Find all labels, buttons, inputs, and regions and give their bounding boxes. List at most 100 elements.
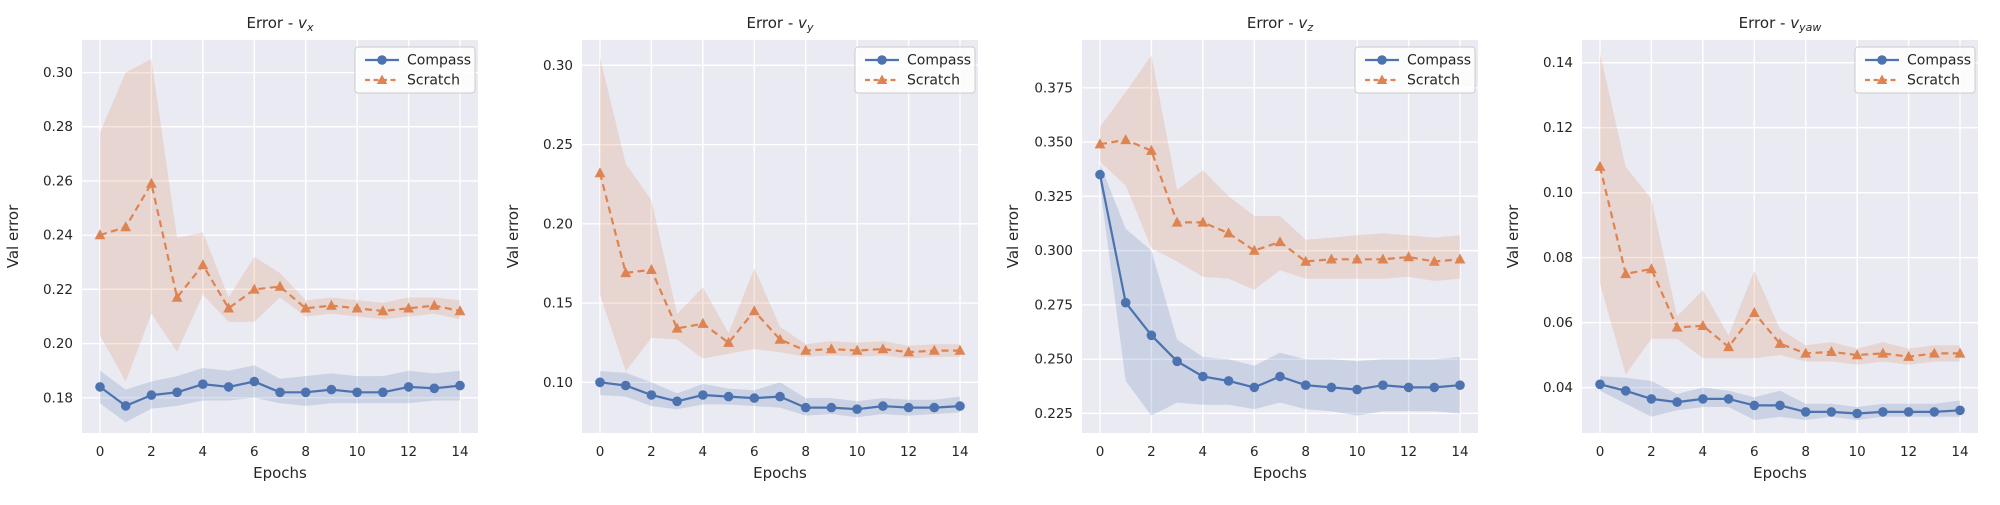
compass-marker-icon — [878, 401, 888, 411]
x-tick-label: 6 — [1750, 444, 1759, 460]
scratch-marker-icon — [274, 280, 286, 291]
scratch-marker-icon — [1146, 144, 1157, 155]
scratch-marker-icon — [1223, 227, 1234, 238]
x-tick-label: 12 — [1400, 444, 1417, 460]
compass-marker-icon — [646, 390, 657, 400]
compass-marker-icon — [1198, 371, 1208, 382]
scratch-marker-icon — [671, 322, 683, 333]
plot-area — [1582, 40, 1978, 433]
compass-marker-icon — [172, 387, 182, 398]
scratch-marker-icon — [1197, 216, 1209, 227]
x-tick-label: 12 — [900, 444, 917, 460]
x-tick-label: 0 — [596, 444, 605, 460]
scratch-line — [598, 172, 960, 354]
y-tick-label: 0.25 — [543, 137, 573, 153]
scratch-marker-icon — [1877, 347, 1889, 358]
x-tick-label: 4 — [1699, 444, 1708, 460]
compass-marker-icon — [1378, 380, 1388, 391]
scratch-marker-icon — [377, 305, 389, 316]
x-tick-label: 10 — [849, 444, 866, 460]
scratch-markers — [1094, 134, 1466, 266]
x-tick-label: 0 — [96, 444, 105, 460]
x-tick-label: 8 — [1301, 444, 1310, 460]
x-axis-label: Epochs — [253, 464, 307, 482]
scratch-marker-icon — [94, 229, 106, 240]
x-tick-label: 10 — [1849, 444, 1866, 460]
scratch-marker-icon — [646, 264, 657, 274]
compass-marker-icon — [595, 377, 605, 388]
scratch-marker-icon — [1826, 346, 1837, 356]
compass-marker-icon — [1929, 407, 1940, 417]
plot-area — [582, 40, 978, 433]
scratch-marker-icon — [223, 302, 234, 313]
x-tick-label: 4 — [199, 444, 208, 460]
compass-marker-icon — [95, 382, 105, 392]
compass-marker-icon — [903, 402, 914, 413]
scratch-markers — [94, 177, 466, 316]
scratch-marker-icon — [120, 221, 132, 232]
scratch-marker-icon — [1120, 134, 1132, 145]
compass-marker-icon — [1249, 382, 1260, 393]
scratch-marker-icon — [903, 346, 914, 357]
compass-marker-icon — [1955, 405, 1965, 416]
scratch-marker-icon — [1800, 347, 1812, 358]
grid — [582, 40, 978, 433]
scratch-line — [99, 182, 461, 313]
scratch-marker-icon — [300, 302, 312, 313]
x-tick-label: 6 — [250, 444, 259, 460]
compass-marker-icon — [1749, 400, 1760, 411]
scratch-band — [1600, 53, 1960, 375]
scratch-marker-icon — [171, 291, 183, 302]
scratch-marker-icon — [1326, 253, 1337, 264]
x-tick-label: 14 — [1451, 444, 1468, 460]
legend-compass-marker-icon — [1877, 55, 1887, 65]
y-tick-label: 0.10 — [543, 375, 573, 391]
scratch-marker-icon — [1594, 160, 1606, 171]
x-axis-label: Epochs — [1253, 464, 1307, 482]
scratch-marker-icon — [826, 343, 837, 354]
y-tick-label: 0.12 — [1543, 120, 1573, 136]
x-tick-label: 8 — [301, 444, 310, 460]
y-axis-label: Val error — [1004, 204, 1022, 268]
compass-marker-icon — [929, 402, 940, 413]
compass-marker-icon — [1800, 407, 1811, 417]
y-axis-label: Val error — [504, 204, 522, 268]
x-tick-label: 6 — [1250, 444, 1259, 460]
legend-scratch-marker-icon — [1876, 74, 1888, 84]
compass-marker-icon — [1095, 169, 1105, 180]
scratch-marker-icon — [594, 167, 606, 178]
compass-marker-icon — [1698, 394, 1708, 404]
chart-title: Error - vz — [1247, 14, 1313, 34]
chart-title: Error - vyaw — [1739, 14, 1822, 34]
y-axis-label: Val error — [1504, 204, 1522, 268]
scratch-band — [600, 57, 960, 372]
legend-compass-label: Compass — [1407, 53, 1471, 69]
chart-svg: Error - vyaw 0.04 0.06 0.08 0.10 0.12 0.14 0 2 4 6… — [1504, 14, 1978, 482]
legend: Compass Scratch — [854, 46, 976, 94]
x-axis-label: Epochs — [1753, 464, 1807, 482]
legend-compass-marker-icon — [377, 55, 387, 65]
compass-marker-icon — [749, 393, 760, 403]
legend-scratch-label: Scratch — [407, 73, 460, 89]
x-tick-label: 6 — [750, 444, 759, 460]
compass-band — [1600, 376, 1960, 420]
compass-marker-icon — [1852, 408, 1862, 419]
legend: Compass Scratch — [1354, 46, 1476, 94]
legend-scratch-label: Scratch — [907, 73, 960, 89]
x-tick-label: 2 — [647, 444, 656, 460]
compass-marker-icon — [1620, 386, 1631, 396]
compass-marker-icon — [326, 384, 337, 395]
compass-marker-icon — [852, 404, 862, 415]
compass-marker-icon — [198, 379, 208, 390]
chart-title: Error - vx — [247, 14, 314, 34]
scratch-marker-icon — [1274, 236, 1286, 247]
scratch-marker-icon — [1428, 255, 1440, 266]
x-tick-label: 4 — [699, 444, 708, 460]
compass-marker-icon — [1878, 407, 1888, 417]
x-tick-label: 4 — [1199, 444, 1208, 460]
scratch-marker-icon — [1377, 253, 1389, 264]
scratch-marker-icon — [197, 259, 209, 270]
scratch-marker-icon — [1620, 268, 1632, 279]
scratch-marker-icon — [1351, 253, 1363, 264]
scratch-marker-icon — [1454, 253, 1466, 264]
